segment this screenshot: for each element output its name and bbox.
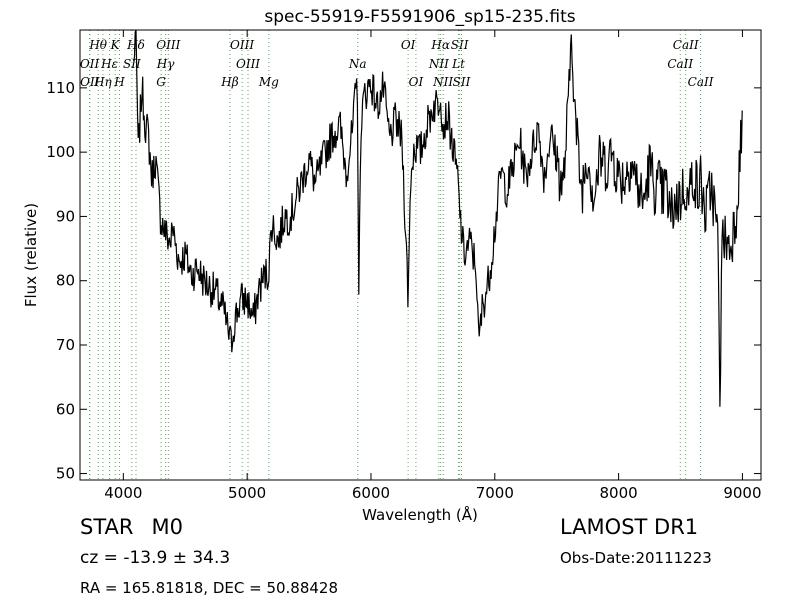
line-label-3: Hη (93, 75, 112, 89)
chart-title: spec-55919-F5591906_sp15-235.fits (264, 7, 575, 27)
line-label-10: Hγ (156, 57, 175, 71)
line-label-17: OI (401, 38, 416, 52)
x-tick-label-3: 7000 (476, 484, 514, 502)
line-label-4: Hε (100, 57, 118, 71)
line-label-16: Na (348, 57, 367, 71)
class-label: STAR (80, 515, 134, 539)
line-label-22: SII (451, 38, 469, 52)
x-tick-label-2: 6000 (352, 484, 390, 502)
line-label-2: OII (80, 75, 100, 89)
redshift-text: cz = -13.9 ± 34.3 (80, 548, 231, 568)
y-tick-label-4: 90 (56, 207, 75, 225)
x-tick-label-5: 9000 (723, 484, 761, 502)
line-label-27: CaII (688, 75, 714, 89)
line-label-21: NII (432, 75, 453, 89)
line-label-13: OIII (236, 57, 260, 71)
y-axis-title: Flux (relative) (22, 203, 40, 307)
y-tick-label-3: 80 (56, 272, 75, 290)
line-label-0: Hθ (88, 38, 107, 52)
line-label-6: H (113, 75, 125, 89)
line-label-26: CaII (667, 57, 693, 71)
x-axis: 4000 5000 6000 7000 8000 9000 (104, 30, 762, 502)
line-label-19: Hα (430, 38, 450, 52)
y-tick-label-1: 60 (56, 400, 75, 418)
line-label-7: SII (123, 57, 141, 71)
line-label-12: OIII (230, 38, 254, 52)
flux-series (133, 29, 743, 407)
x-tick-label-1: 5000 (228, 484, 266, 502)
line-label-18: OI (409, 75, 424, 89)
y-tick-label-6: 110 (46, 79, 75, 97)
y-tick-label-5: 100 (46, 143, 75, 161)
subclass-label: M0 (151, 515, 183, 539)
line-label-1: OII (80, 57, 100, 71)
flux-line (133, 29, 743, 407)
object-class: STAR M0 (80, 515, 183, 539)
x-tick-label-4: 8000 (600, 484, 638, 502)
line-label-8: Hδ (126, 38, 145, 52)
line-label-9: OIII (156, 38, 180, 52)
line-label-11: G (156, 75, 166, 89)
y-tick-label-0: 50 (56, 465, 75, 483)
x-tick-label-0: 4000 (104, 484, 142, 502)
y-axis: 50 60 70 80 90 100 110 (46, 79, 761, 483)
x-axis-title: Wavelength (Å) (362, 505, 478, 524)
obs-date-text: Obs-Date:20111223 (560, 549, 712, 567)
plot-frame (79, 29, 762, 481)
line-label-15: Mg (258, 75, 279, 89)
line-label-20: NII (428, 57, 449, 71)
line-label-23: Lt (451, 57, 465, 71)
line-label-14: Hβ (220, 75, 238, 89)
y-tick-label-2: 70 (56, 336, 75, 354)
coordinates-text: RA = 165.81818, DEC = 50.88428 (80, 579, 339, 597)
line-label-24: SII (453, 75, 471, 89)
line-label-25: CaII (673, 38, 699, 52)
line-label-5: K (110, 38, 121, 52)
survey-label: LAMOST DR1 (560, 515, 699, 539)
